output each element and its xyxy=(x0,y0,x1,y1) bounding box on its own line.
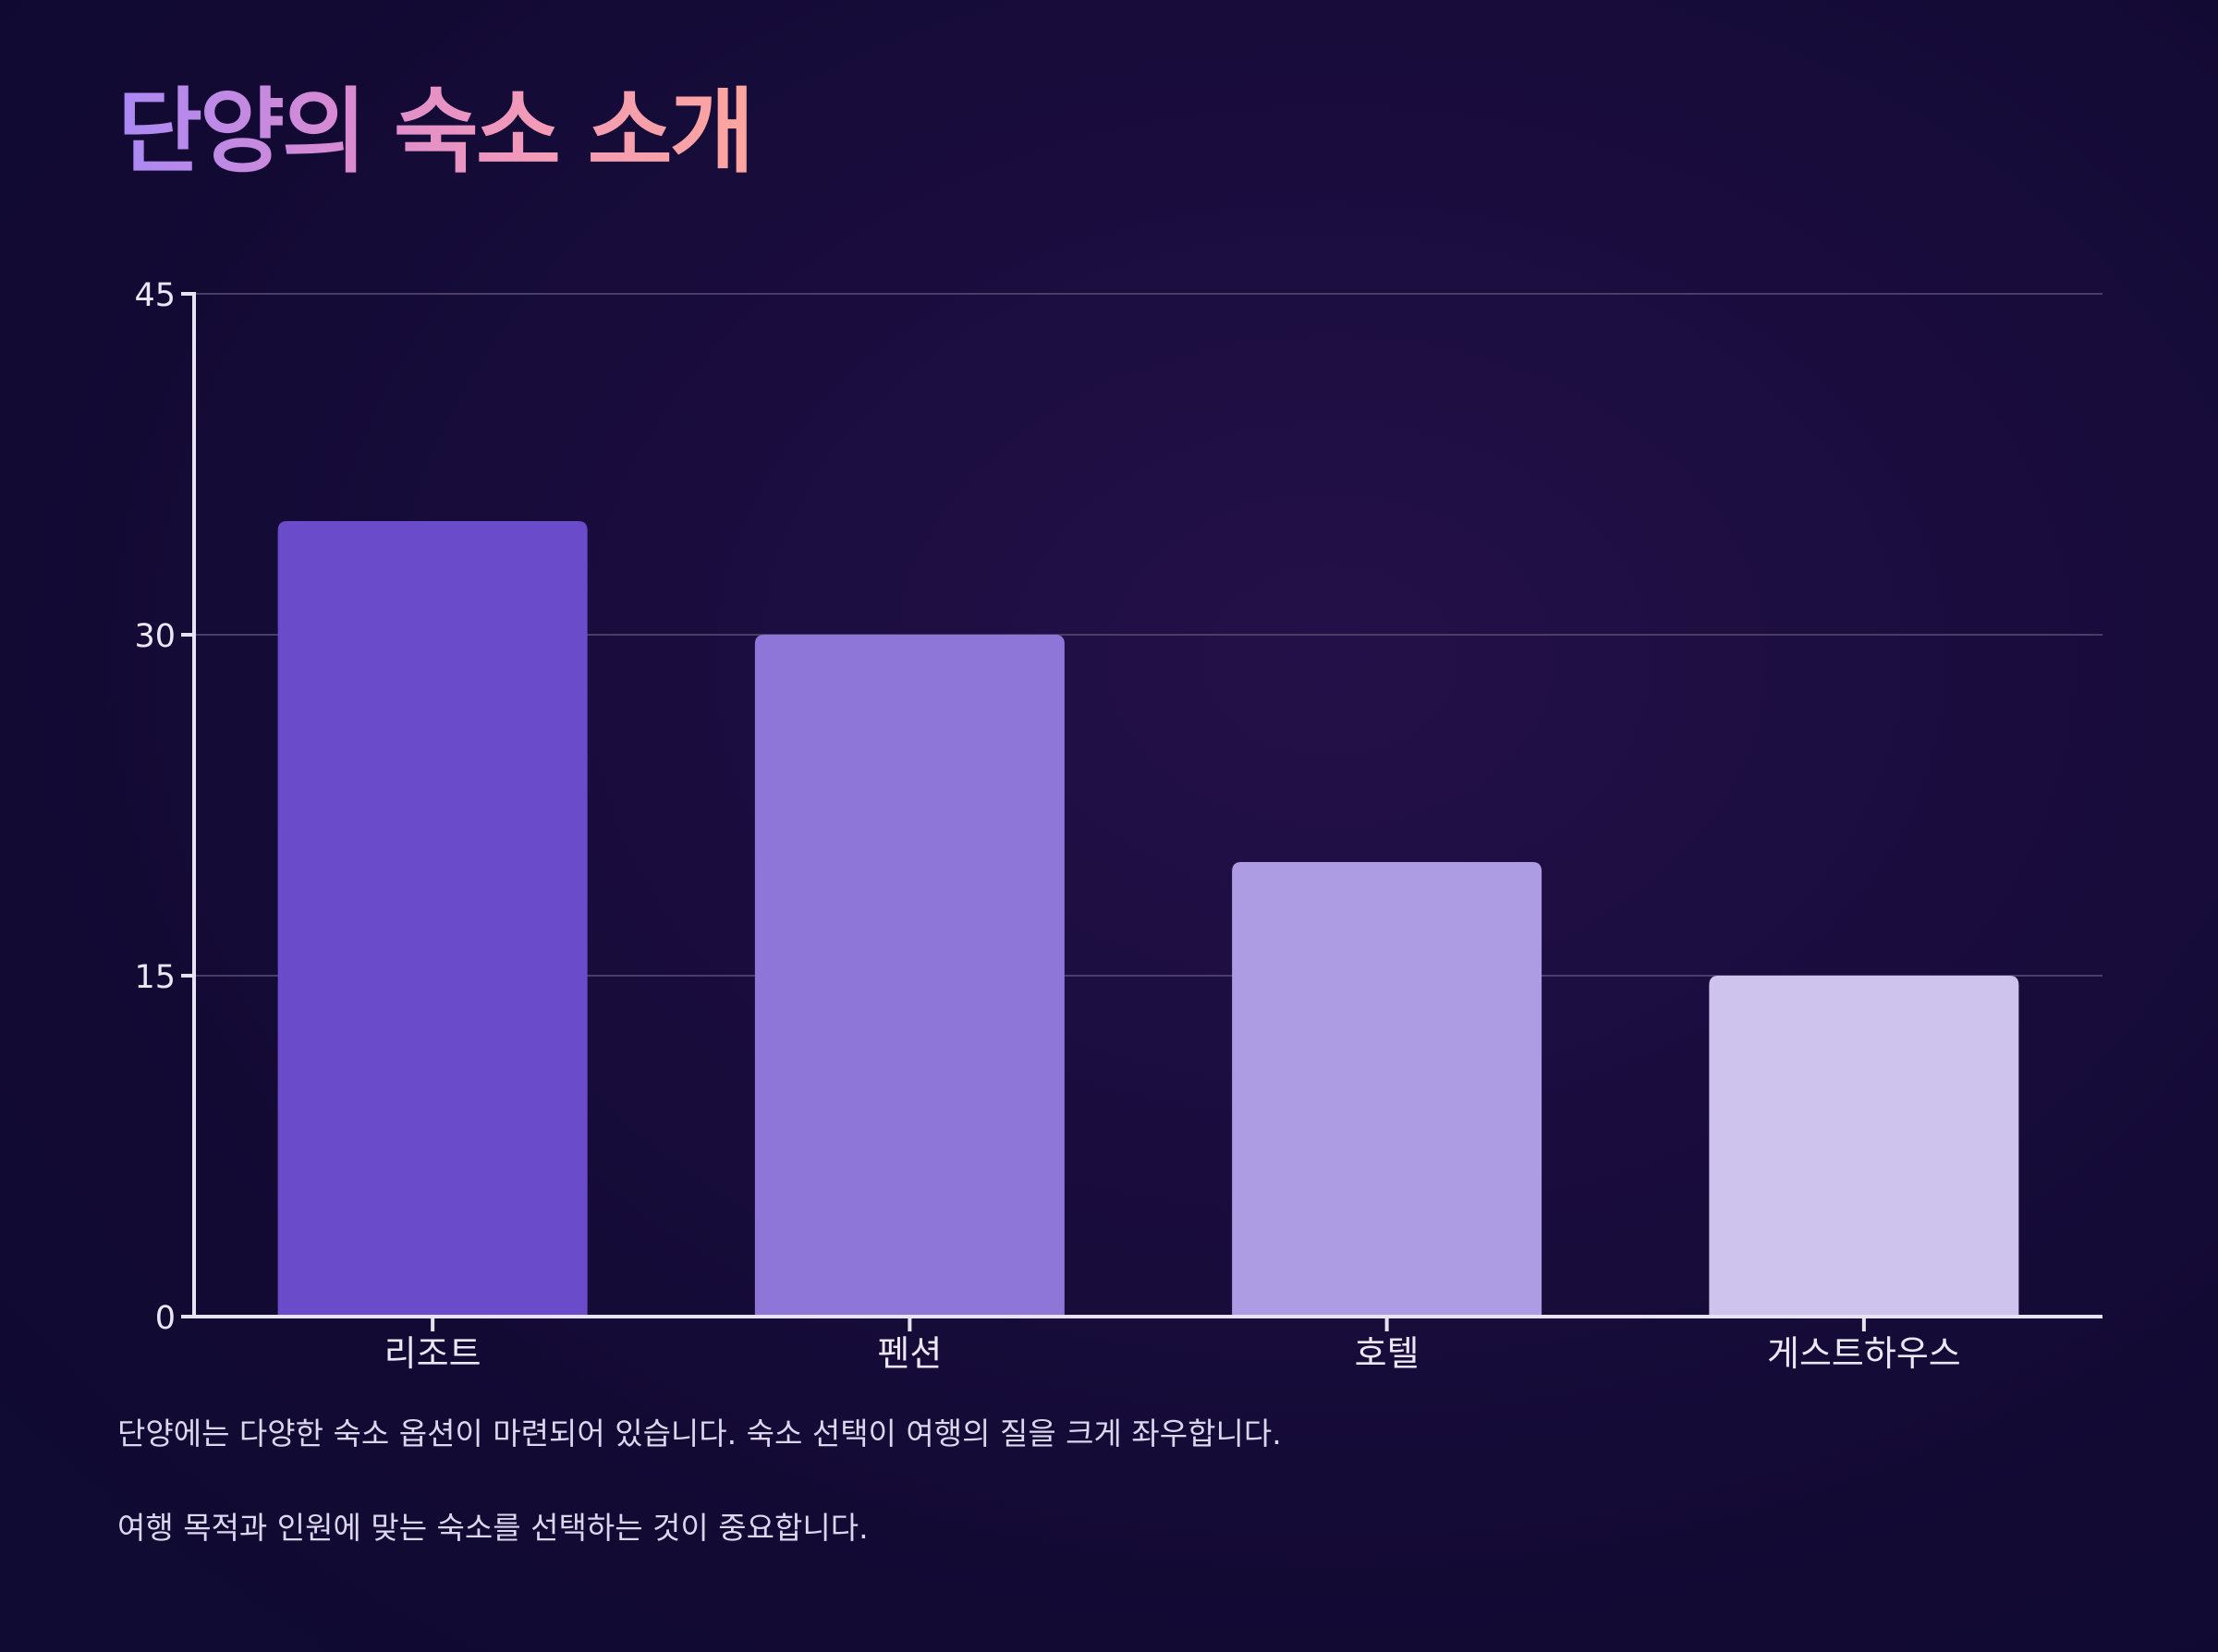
x-tick-label: 호텔 xyxy=(1355,1333,1420,1374)
bar-3 xyxy=(1232,862,1542,1317)
bar-chart: 0 15 30 45 리조트 펜션 호텔 게스트하우스 xyxy=(134,277,2102,1374)
y-tick-label: 15 xyxy=(134,959,176,996)
bar-2 xyxy=(754,635,1065,1317)
chart-title: 단양의 숙소 소개 xyxy=(117,78,755,186)
bar-1 xyxy=(277,521,588,1317)
note-text: 단양에는 다양한 숙소 옵션이 마련되어 있습니다. 숙소 선택이 여행의 질을… xyxy=(117,1415,1282,1452)
y-tick-label: 30 xyxy=(134,618,176,655)
x-tick-label: 리조트 xyxy=(384,1333,481,1374)
notes: 단양에는 다양한 숙소 옵션이 마련되어 있습니다. 숙소 선택이 여행의 질을… xyxy=(117,1415,2104,1603)
note-text: 여행 목적과 인원에 맞는 숙소를 선택하는 것이 중요합니다. xyxy=(117,1509,869,1546)
x-tick-label: 펜션 xyxy=(877,1333,942,1374)
bars xyxy=(277,521,2019,1317)
bar-4 xyxy=(1709,976,2019,1317)
tick-labels: 0 15 30 45 리조트 펜션 호텔 게스트하우스 xyxy=(134,277,1960,1374)
axes xyxy=(181,292,2102,1331)
x-tick-label: 게스트하우스 xyxy=(1767,1333,1961,1374)
y-tick-label: 0 xyxy=(155,1300,176,1337)
y-tick-label: 45 xyxy=(134,277,176,314)
